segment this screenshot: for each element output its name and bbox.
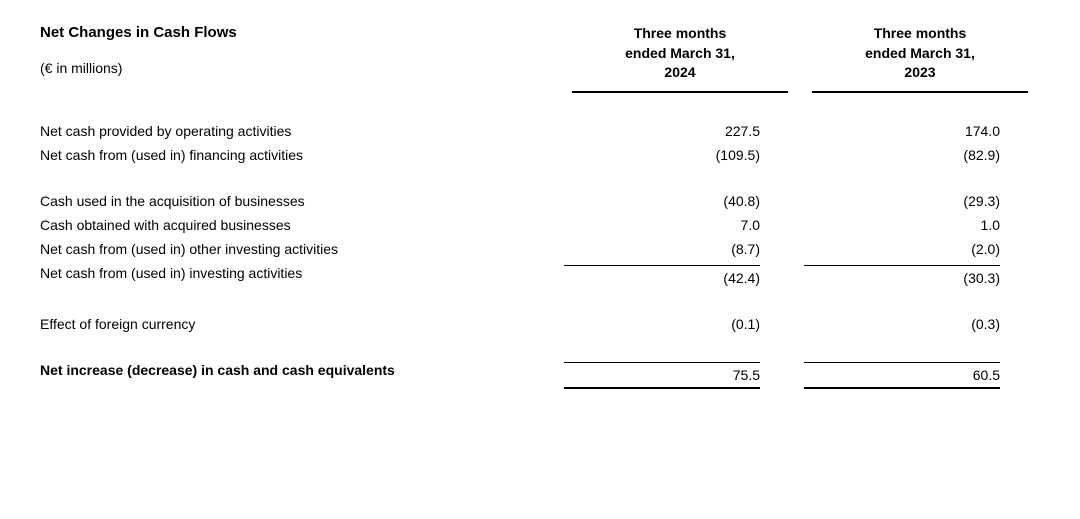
v2-investing-total: (30.3): [804, 265, 1000, 286]
spacer: [40, 290, 1040, 312]
v1-fx: (0.1): [564, 316, 760, 332]
v1-investing-total: (42.4): [564, 265, 760, 286]
v1-acq-obtained: 7.0: [564, 217, 760, 233]
spacer: [40, 97, 1040, 119]
row-acq-obtained: Cash obtained with acquired businesses 7…: [40, 213, 1040, 237]
col2-line1: Three months: [874, 25, 967, 41]
col1-line1: Three months: [634, 25, 727, 41]
row-financing: Net cash from (used in) financing activi…: [40, 143, 1040, 167]
spacer: [40, 336, 1040, 358]
table-subtitle: (€ in millions): [40, 56, 560, 97]
cash-flow-table: Net Changes in Cash Flows Three months e…: [40, 20, 1040, 393]
row-acq-used: Cash used in the acquisition of business…: [40, 189, 1040, 213]
v2-net: 60.5: [804, 362, 1000, 389]
v1-net: 75.5: [564, 362, 760, 389]
row-fx: Effect of foreign currency (0.1) (0.3): [40, 312, 1040, 336]
title-row: Net Changes in Cash Flows Three months e…: [40, 20, 1040, 56]
col2-line2: ended March 31,: [865, 45, 975, 61]
col2-line3: 2023: [904, 64, 935, 80]
row-operating: Net cash provided by operating activitie…: [40, 119, 1040, 143]
v2-operating: 174.0: [804, 123, 1000, 139]
v2-acq-obtained: 1.0: [804, 217, 1000, 233]
col-header-1: Three months ended March 31, 2024: [560, 24, 800, 89]
label-fx: Effect of foreign currency: [40, 312, 560, 336]
cash-flow-table-container: Net Changes in Cash Flows Three months e…: [40, 20, 1040, 393]
col2-header-rule: [812, 91, 1028, 93]
label-acq-used: Cash used in the acquisition of business…: [40, 189, 560, 213]
label-acq-obtained: Cash obtained with acquired businesses: [40, 213, 560, 237]
row-net: Net increase (decrease) in cash and cash…: [40, 358, 1040, 393]
v2-other-inv: (2.0): [804, 241, 1000, 257]
spacer: [40, 167, 1040, 189]
v1-operating: 227.5: [564, 123, 760, 139]
label-other-inv: Net cash from (used in) other investing …: [40, 237, 560, 261]
row-investing-total: Net cash from (used in) investing activi…: [40, 261, 1040, 290]
label-financing: Net cash from (used in) financing activi…: [40, 143, 560, 167]
label-operating: Net cash provided by operating activitie…: [40, 119, 560, 143]
col1-line3: 2024: [664, 64, 695, 80]
v1-other-inv: (8.7): [564, 241, 760, 257]
label-net: Net increase (decrease) in cash and cash…: [40, 358, 560, 393]
v2-acq-used: (29.3): [804, 193, 1000, 209]
col1-line2: ended March 31,: [625, 45, 735, 61]
v2-fx: (0.3): [804, 316, 1000, 332]
table-title: Net Changes in Cash Flows: [40, 20, 560, 56]
col-header-2: Three months ended March 31, 2023: [800, 24, 1040, 89]
v1-acq-used: (40.8): [564, 193, 760, 209]
col1-header-rule: [572, 91, 788, 93]
label-investing-total: Net cash from (used in) investing activi…: [40, 261, 560, 290]
v2-financing: (82.9): [804, 147, 1000, 163]
v1-financing: (109.5): [564, 147, 760, 163]
row-other-inv: Net cash from (used in) other investing …: [40, 237, 1040, 261]
